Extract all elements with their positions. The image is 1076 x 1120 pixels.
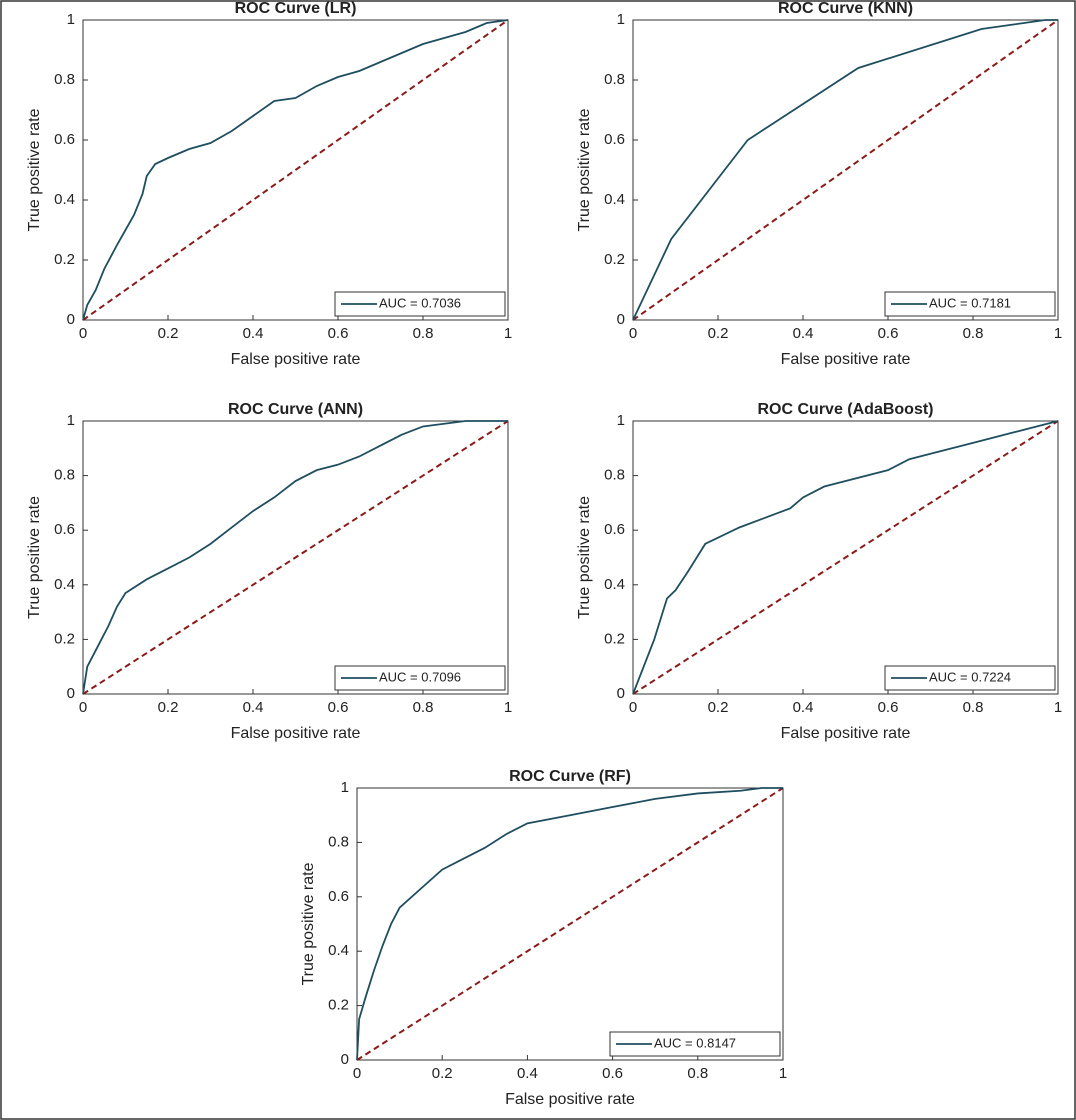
roc-line <box>632 19 1058 321</box>
legend-label: AUC = 0.7036 <box>379 295 461 310</box>
y-tick-label: 1 <box>617 11 625 28</box>
x-tick-label: 0.2 <box>708 699 729 716</box>
legend-box <box>334 291 506 317</box>
x-tick-label: 0.2 <box>708 325 729 342</box>
y-tick-label: 0.6 <box>604 131 625 148</box>
y-tick-label: 0.4 <box>604 191 625 208</box>
x-tick-label: 0.2 <box>432 1065 453 1082</box>
x-tick-label: 0.4 <box>243 699 264 716</box>
y-axis-label: True positive rate <box>576 496 593 619</box>
x-tick-label: 0.8 <box>963 699 984 716</box>
roc-line <box>82 420 508 695</box>
x-tick-label: 0.4 <box>243 325 264 342</box>
x-tick-label: 0 <box>79 699 87 716</box>
y-tick-label: 0 <box>67 311 75 328</box>
x-tick-label: 1 <box>504 325 512 342</box>
x-tick-label: 0.4 <box>517 1065 538 1082</box>
x-tick-label: 1 <box>1054 325 1062 342</box>
y-tick-label: 0.6 <box>54 131 75 148</box>
y-tick-label: 0.8 <box>54 71 75 88</box>
y-tick-label: 0.2 <box>604 251 625 268</box>
chart-title: ROC Curve (RF) <box>509 768 631 785</box>
diagonal-line <box>632 420 1059 695</box>
y-tick-label: 0.8 <box>54 467 75 484</box>
y-tick-label: 1 <box>67 11 75 28</box>
y-tick-label: 0.2 <box>604 630 625 647</box>
x-tick-label: 0.8 <box>413 325 434 342</box>
x-tick-label: 0 <box>353 1065 361 1082</box>
chart-title: ROC Curve (KNN) <box>778 0 913 17</box>
x-tick-label: 0 <box>629 699 637 716</box>
chart-title: ROC Curve (AdaBoost) <box>757 401 933 418</box>
legend-label: AUC = 0.8147 <box>654 1035 736 1050</box>
x-tick-label: 0 <box>629 325 637 342</box>
y-tick-label: 0.8 <box>604 467 625 484</box>
legend-label: AUC = 0.7224 <box>929 669 1011 684</box>
y-tick-label: 0.8 <box>328 833 349 850</box>
x-tick-label: 0.2 <box>158 325 179 342</box>
diagonal-line <box>356 787 784 1061</box>
legend-label: AUC = 0.7096 <box>379 669 461 684</box>
y-tick-label: 0 <box>67 685 75 702</box>
x-axis-label: False positive rate <box>231 351 361 368</box>
y-tick-label: 0.4 <box>604 576 625 593</box>
y-tick-label: 0.2 <box>328 997 349 1014</box>
y-tick-label: 0.8 <box>604 71 625 88</box>
y-tick-label: 0.2 <box>54 630 75 647</box>
y-tick-label: 1 <box>67 412 75 429</box>
x-tick-label: 0.6 <box>602 1065 623 1082</box>
x-axis-label: False positive rate <box>781 725 911 742</box>
y-tick-label: 0 <box>341 1051 349 1068</box>
x-tick-label: 0.8 <box>687 1065 708 1082</box>
diagonal-line <box>82 420 509 695</box>
x-axis-label: False positive rate <box>505 1091 635 1108</box>
x-tick-label: 0.2 <box>158 699 179 716</box>
y-axis-label: True positive rate <box>300 862 317 985</box>
x-tick-label: 1 <box>504 699 512 716</box>
x-tick-label: 1 <box>1054 699 1062 716</box>
roc-line <box>82 19 509 321</box>
y-tick-label: 0.4 <box>54 191 75 208</box>
y-axis-label: True positive rate <box>576 108 593 231</box>
x-tick-label: 1 <box>779 1065 787 1082</box>
y-tick-label: 0.6 <box>328 888 349 905</box>
y-tick-label: 0.4 <box>328 942 349 959</box>
x-tick-label: 0.6 <box>878 699 899 716</box>
x-tick-label: 0.6 <box>328 325 349 342</box>
y-tick-label: 0.2 <box>54 251 75 268</box>
y-tick-label: 1 <box>341 779 349 796</box>
y-axis-label: True positive rate <box>26 108 43 231</box>
x-tick-label: 0.4 <box>793 699 814 716</box>
chart-title: ROC Curve (LR) <box>235 0 357 17</box>
x-tick-label: 0.6 <box>878 325 899 342</box>
diagonal-line <box>632 19 1059 321</box>
roc-line <box>632 420 1059 695</box>
y-tick-label: 0.6 <box>604 521 625 538</box>
roc-line <box>356 787 783 1061</box>
y-tick-label: 1 <box>617 412 625 429</box>
x-axis-label: False positive rate <box>781 351 911 368</box>
chart-title: ROC Curve (ANN) <box>228 401 363 418</box>
y-tick-label: 0.4 <box>54 576 75 593</box>
x-tick-label: 0.8 <box>963 325 984 342</box>
y-axis-label: True positive rate <box>26 496 43 619</box>
x-tick-label: 0.6 <box>328 699 349 716</box>
legend-label: AUC = 0.7181 <box>929 295 1011 310</box>
y-tick-label: 0.6 <box>54 521 75 538</box>
x-axis-label: False positive rate <box>231 725 361 742</box>
x-tick-label: 0.4 <box>793 325 814 342</box>
x-tick-label: 0 <box>79 325 87 342</box>
diagonal-line <box>82 19 509 321</box>
x-tick-label: 0.8 <box>413 699 434 716</box>
y-tick-label: 0 <box>617 311 625 328</box>
y-tick-label: 0 <box>617 685 625 702</box>
